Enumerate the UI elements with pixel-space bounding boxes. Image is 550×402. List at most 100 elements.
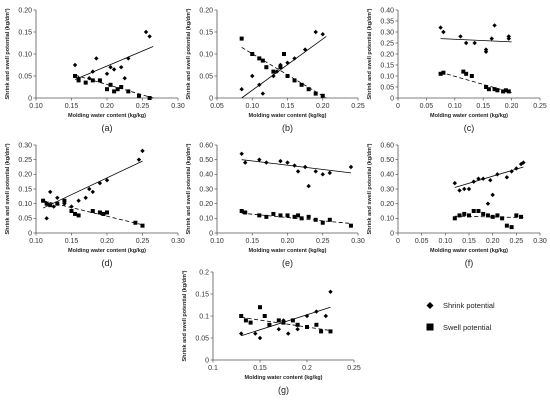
shrink-point (97, 180, 103, 186)
shrink-point (253, 331, 258, 336)
y-tick-label: 0.40 (199, 172, 213, 179)
shrink-point (119, 65, 124, 70)
chart-panel: 0.05 0.10 0.15 0.20 0.2500.050.100.150.20Mol… (185, 7, 365, 133)
swell-point (306, 87, 311, 92)
swell-point (486, 87, 491, 92)
shrink-point (278, 158, 283, 164)
shrink-point (257, 157, 262, 162)
x-tick-label: 0.25 (316, 238, 330, 245)
y-axis-label: Shrink and swell potential (kg/dm³) (181, 270, 188, 361)
swell-point (509, 225, 514, 230)
shrink-point (471, 179, 476, 184)
shrink-point (76, 76, 81, 81)
y-tick-label: 0.60 (199, 142, 213, 149)
shrink-point (295, 169, 301, 174)
swell-point (457, 213, 462, 218)
swell-point (140, 223, 145, 228)
swell-point (258, 305, 262, 310)
shrink-point (271, 73, 276, 79)
swell-point (126, 89, 131, 94)
panels: 0.10 0.15 0.20 0.25 0.3000.050.100.150.20Mol… (4, 7, 547, 395)
swell-point (320, 93, 325, 98)
y-tick-label: 0.20 (380, 51, 394, 58)
y-tick-label: 0.05 (18, 216, 32, 223)
shrink-point (514, 166, 519, 171)
shrink-point (292, 56, 297, 61)
swell-point (112, 89, 117, 94)
chart-panel: 0 0.05 0.10 0.15 0.20 0.25 0 0.05 0.10 0.15 0.20 0.… (366, 7, 547, 133)
swell-point (313, 91, 318, 96)
legend-swell-label: Swell potential (443, 323, 492, 332)
x-tick-label: 0.10 (245, 103, 259, 110)
swell-point (41, 198, 46, 203)
swell-point (467, 213, 471, 218)
shrink-point (306, 183, 311, 189)
swell-point (484, 85, 489, 89)
swell-point (97, 210, 102, 215)
swell-point (83, 80, 88, 85)
shrink-trendline (454, 166, 524, 188)
shrink-point (126, 56, 131, 61)
swell-point (281, 320, 286, 325)
panel-label: (b) (282, 123, 293, 133)
swell-point (285, 74, 290, 78)
shrink-point (438, 25, 443, 30)
swell-point (519, 214, 524, 219)
shrink-point (476, 176, 481, 181)
shrink-point (506, 36, 511, 41)
y-tick-label: 0.25 (380, 40, 394, 47)
legend-swell-marker (426, 323, 434, 331)
chart-panel: 0 0.05 0.10 0.15 0.20 0.25 0.30 0 0.10 0.20 0.30 0.… (366, 142, 547, 268)
swell-point (504, 223, 509, 228)
swell-point (514, 213, 519, 218)
swell-point (506, 89, 511, 94)
x-axis-label: Molding water content (kg/kg) (245, 375, 323, 381)
swell-point (147, 96, 152, 100)
x-tick-label: 0.15 (281, 103, 295, 110)
shrink-point (243, 160, 248, 165)
swell-point (90, 78, 95, 83)
y-tick-label: 0.20 (18, 172, 32, 179)
swell-point (464, 71, 469, 76)
swell-point (105, 210, 109, 215)
x-tick-label: 0.25 (136, 103, 150, 110)
shrink-point (55, 195, 60, 200)
shrink-point (239, 87, 244, 92)
swell-point (290, 318, 295, 323)
shrink-point (87, 186, 92, 192)
y-tick-label: 0 (390, 95, 394, 102)
swell-trendline (74, 74, 154, 99)
swell-point (108, 82, 113, 87)
swell-point (248, 320, 253, 325)
shrink-point (44, 216, 49, 221)
x-tick-label: 0.25 (136, 238, 150, 245)
shrink-point (250, 73, 255, 79)
swell-point (119, 85, 124, 89)
swell-point (469, 74, 474, 78)
y-tick-label: 0.30 (380, 29, 394, 36)
swell-point (250, 52, 255, 56)
swell-point (55, 201, 60, 206)
y-tick-label: 0.10 (18, 201, 32, 208)
shrink-point (72, 62, 78, 68)
y-tick-label: 0 (209, 230, 213, 237)
x-tick-label: 0.25 (510, 238, 524, 245)
swell-trendline (241, 47, 327, 99)
y-axis-label: Shrink and swell potential (kg/dm³) (366, 8, 373, 99)
chart-panel: 0.10 0.15 0.20 0.25 0.3000.100.200.300.400.5… (185, 142, 365, 268)
shrink-point (320, 32, 325, 37)
swell-point (271, 211, 276, 216)
swell-point (133, 220, 138, 225)
y-tick-label: 0.60 (380, 142, 394, 149)
shrink-point (466, 186, 472, 192)
shrink-point (327, 170, 332, 176)
shrink-point (314, 309, 319, 314)
y-tick-label: 0.2 (199, 269, 209, 276)
y-tick-label: 0.05 (380, 84, 394, 91)
swell-point (313, 217, 318, 222)
shrink-point (136, 157, 142, 162)
x-axis-label: Molding water content (kg/kg) (249, 113, 327, 119)
y-axis-label: Shrink and swell potential (kg/dm³) (4, 8, 11, 99)
y-tick-label: 0.40 (380, 172, 394, 179)
shrink-point (90, 189, 95, 195)
